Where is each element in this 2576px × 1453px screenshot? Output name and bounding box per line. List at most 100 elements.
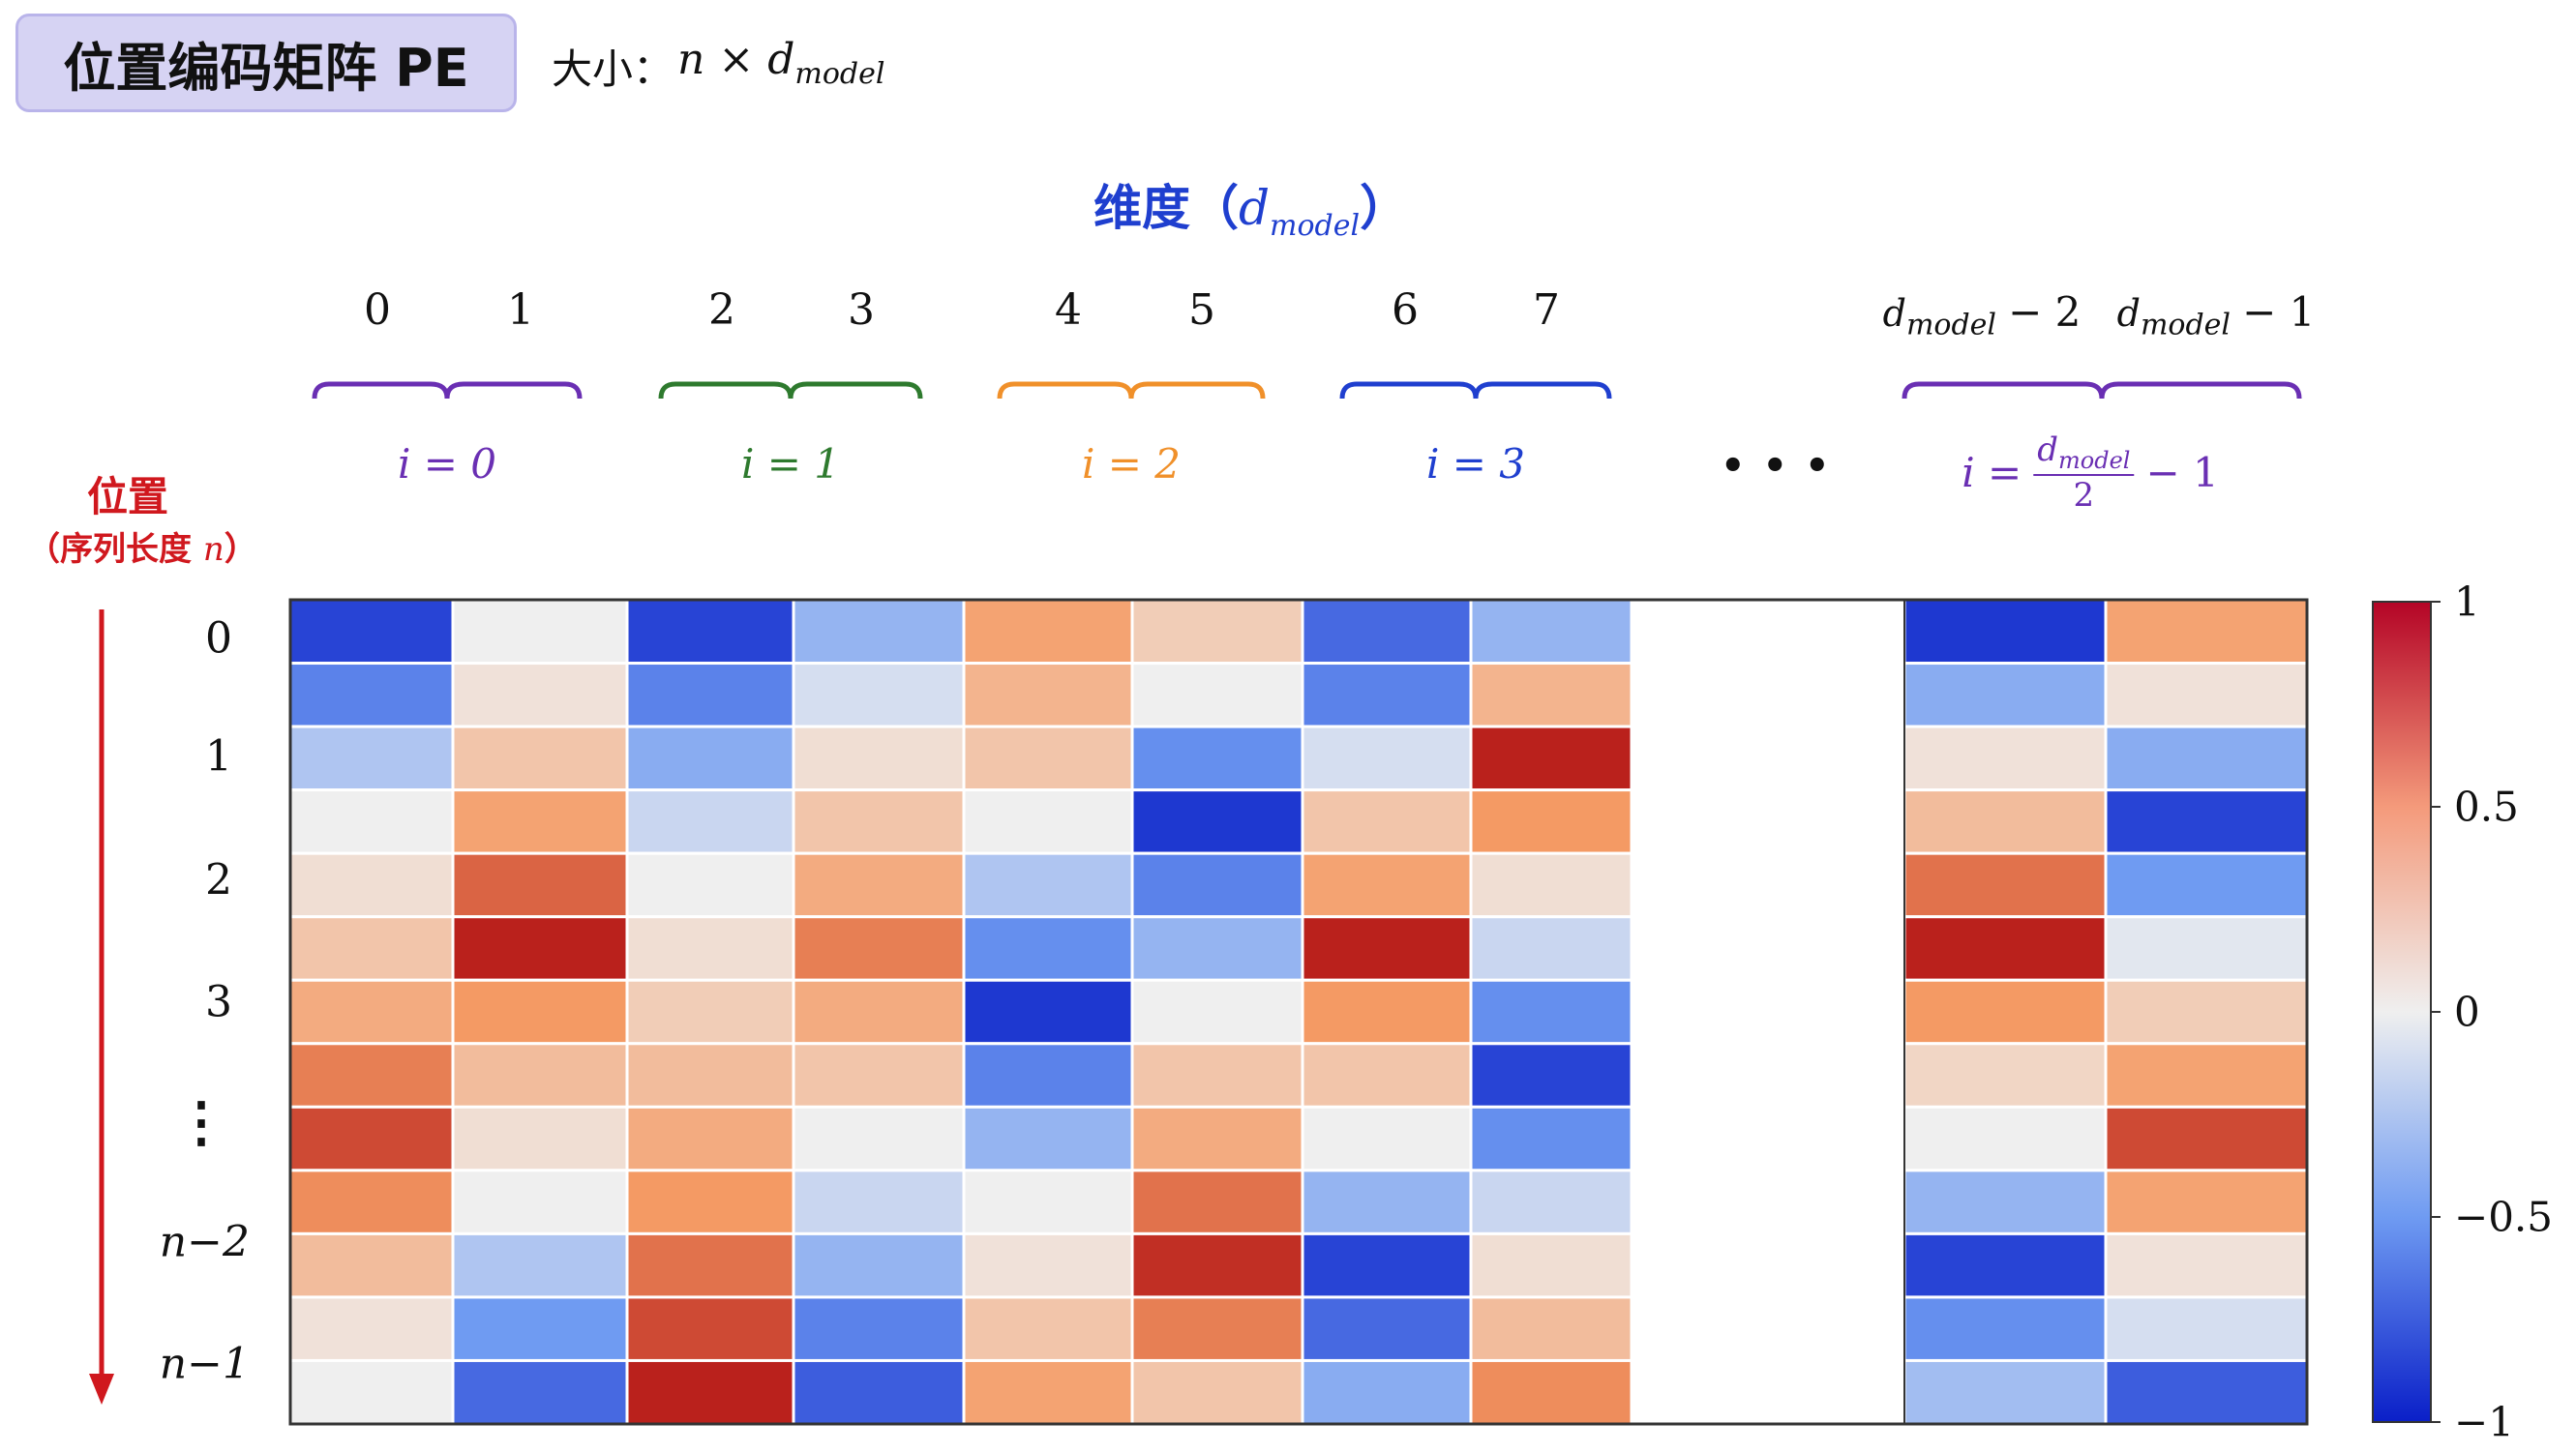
heatmap-cell-r11-c3 — [792, 1295, 966, 1362]
i-label-3: i = 3 — [1425, 440, 1526, 488]
column-index-2: 2 — [708, 285, 735, 335]
heatmap-cell-r3-c2 — [625, 788, 795, 855]
column-ellipsis: • • • — [1721, 443, 1832, 489]
i-label-last-fraction: dmodel 2 — [2033, 430, 2135, 515]
row-label-1: 1 — [205, 731, 232, 782]
heatmap-cell-r2-c7 — [1469, 725, 1633, 792]
heatmap-cell-r9-c8 — [1902, 1169, 2108, 1235]
heatmap-cell-r10-c1 — [451, 1231, 629, 1299]
heatmap-cell-r12-c5 — [1130, 1358, 1304, 1426]
heatmap-cell-r9-c2 — [625, 1169, 795, 1235]
heatmap-cell-r1-c8 — [1902, 662, 2108, 728]
column-index-6: 6 — [1392, 285, 1419, 335]
column-index-1: 1 — [507, 285, 534, 335]
heatmap-cell-r8-c7 — [1469, 1105, 1633, 1172]
last-col-suffix: − 1 — [2242, 288, 2316, 336]
page-title: 位置编码矩阵 PE — [15, 14, 517, 112]
heatmap-cell-r1-c2 — [625, 662, 795, 728]
sequence-length-label: （序列长度 n） — [27, 522, 257, 570]
heatmap-cell-r11-c2 — [625, 1295, 795, 1362]
size-times: × — [718, 35, 755, 84]
last-col-sub: model — [2140, 308, 2232, 342]
i-label-last: i = dmodel 2 − 1 — [1962, 430, 2218, 515]
seq-label-text: （序列长度 — [27, 530, 203, 569]
heatmap-cell-r7-c4 — [962, 1042, 1134, 1109]
column-index-3: 3 — [848, 285, 875, 335]
heatmap-cell-r11-c9 — [2104, 1295, 2309, 1362]
heatmap-border — [288, 598, 2309, 1426]
i-label-2: i = 2 — [1081, 440, 1182, 488]
heatmap-cell-r12-c1 — [451, 1358, 629, 1426]
heatmap-cell-r10-c7 — [1469, 1231, 1633, 1299]
row-ellipsis: ⋮ — [174, 1090, 228, 1154]
heatmap-cell-r4-c2 — [625, 851, 795, 919]
heatmap-cell-r11-c6 — [1301, 1295, 1473, 1362]
heatmap-cell-r3-c4 — [962, 788, 1134, 855]
dimension-header: 维度（dmodel） — [1093, 169, 1408, 243]
heatmap-cell-r1-c5 — [1130, 662, 1304, 728]
heatmap-cell-r9-c4 — [962, 1169, 1134, 1235]
column-index-5: 5 — [1188, 285, 1215, 335]
i-label-0: i = 0 — [397, 440, 497, 488]
position-label: 位置 — [87, 473, 169, 520]
colorbar-gradient — [2372, 601, 2432, 1423]
heatmap-cell-r12-c3 — [792, 1358, 966, 1426]
brace-i0 — [312, 381, 583, 400]
heatmap-cell-r6-c4 — [962, 978, 1134, 1046]
column-index-dmodel-minus-1: dmodel − 1 — [2117, 288, 2316, 342]
heatmap-cell-r5-c9 — [2104, 915, 2309, 982]
colorbar-tick-label: 1 — [2454, 578, 2480, 626]
heatmap-cell-r5-c0 — [288, 915, 455, 982]
heatmap-cell-r7-c6 — [1301, 1042, 1473, 1109]
heatmap-cell-r0-c8 — [1902, 598, 2108, 666]
colorbar-tick-label: −1 — [2454, 1398, 2514, 1446]
fraction-denominator: 2 — [2073, 475, 2095, 515]
heatmap-cell-r12-c2 — [625, 1358, 795, 1426]
last-col-d: d — [1882, 292, 1906, 335]
heatmap-cell-r3-c6 — [1301, 788, 1473, 855]
heatmap-cell-r8-c1 — [451, 1105, 629, 1172]
heatmap-cell-r11-c1 — [451, 1295, 629, 1362]
column-index-0: 0 — [364, 285, 391, 335]
brace-i-last — [1902, 381, 2302, 400]
heatmap-cell-r5-c8 — [1902, 915, 2108, 982]
heatmap-cell-r0-c4 — [962, 598, 1134, 666]
size-n: n — [677, 35, 705, 84]
row-label-3: 3 — [205, 977, 232, 1027]
heatmap-cell-r1-c4 — [962, 662, 1134, 728]
last-col-sub: model — [1905, 308, 1997, 342]
column-index-7: 7 — [1533, 285, 1560, 335]
dimension-header-sub: model — [1270, 209, 1361, 243]
fraction-numerator: dmodel — [2033, 430, 2135, 476]
size-d-sub: model — [794, 56, 885, 91]
i-label-last-suffix: − 1 — [2145, 448, 2219, 496]
heatmap-cell-r10-c5 — [1130, 1231, 1304, 1299]
heatmap-cell-r2-c6 — [1301, 725, 1473, 792]
fraction-sub: model — [2058, 446, 2131, 474]
heatmap-cell-r12-c7 — [1469, 1358, 1633, 1426]
heatmap-cell-r8-c3 — [792, 1105, 966, 1172]
heatmap-cell-r3-c9 — [2104, 788, 2309, 855]
column-index-4: 4 — [1055, 285, 1082, 335]
heatmap-cell-r6-c7 — [1469, 978, 1633, 1046]
heatmap-cell-r12-c0 — [288, 1358, 455, 1426]
heatmap-cell-r6-c8 — [1902, 978, 2108, 1046]
heatmap-cell-r2-c5 — [1130, 725, 1304, 792]
size-expression: n × dmodel — [677, 35, 884, 91]
heatmap-cell-r4-c1 — [451, 851, 629, 919]
heatmap-gap — [1632, 600, 1904, 1424]
heatmap-cell-r10-c0 — [288, 1231, 455, 1299]
heatmap-cell-r7-c1 — [451, 1042, 629, 1109]
dimension-header-d: d — [1239, 180, 1271, 236]
heatmap-cell-r6-c0 — [288, 978, 455, 1046]
heatmap-cell-r7-c0 — [288, 1042, 455, 1109]
dimension-header-text: 维度（ — [1093, 180, 1239, 236]
row-label-2: 2 — [205, 855, 232, 905]
heatmap-cell-r12-c8 — [1902, 1358, 2108, 1426]
heatmap-cell-r6-c9 — [2104, 978, 2309, 1046]
colorbar-tick-label: 0 — [2454, 988, 2480, 1036]
heatmap-cell-r3-c5 — [1130, 788, 1304, 855]
